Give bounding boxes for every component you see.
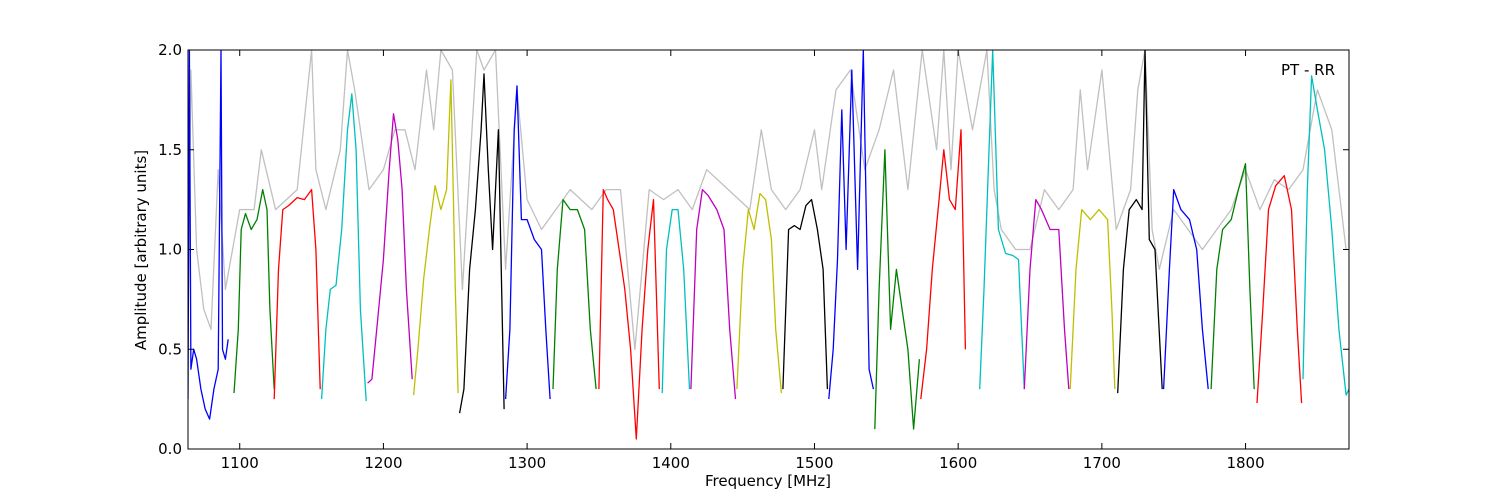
series-line: [233, 188, 275, 394]
series-line: [188, 50, 229, 420]
series-line: [1210, 163, 1255, 390]
x-tick-label: 1700: [1083, 454, 1121, 472]
x-tick-label: 1300: [508, 454, 546, 472]
series-line: [552, 198, 597, 390]
series-line: [273, 188, 321, 400]
series-line: [920, 129, 967, 400]
series-line: [661, 208, 691, 394]
series-line: [320, 93, 367, 402]
x-tick-label: 1100: [221, 454, 259, 472]
series-line: [504, 85, 551, 400]
y-tick-label: 2.0: [158, 41, 182, 59]
annotation: PT - RR: [1281, 61, 1335, 79]
series-line: [1162, 188, 1209, 390]
series-line: [188, 50, 1347, 350]
y-tick-label: 1.0: [158, 241, 182, 259]
series-line: [1302, 75, 1349, 396]
x-tick-label: 1200: [364, 454, 402, 472]
x-axis-label: Frequency [MHz]: [705, 472, 831, 490]
y-tick-label: 0.5: [158, 340, 182, 358]
y-axis-label: Amplitude [arbitrary units]: [132, 150, 150, 350]
series-line: [1069, 208, 1116, 390]
y-tick-label: 1.5: [158, 141, 182, 159]
series-line: [412, 79, 459, 396]
series-line: [598, 188, 660, 440]
series-line: [828, 50, 875, 400]
x-tick-label: 1600: [939, 454, 977, 472]
series-line: [782, 198, 829, 390]
series-line: [979, 50, 1025, 390]
series-line: [1117, 50, 1163, 394]
plot-frame: [187, 49, 1350, 450]
series-line: [1256, 175, 1303, 404]
x-tick-label: 1400: [652, 454, 690, 472]
series-line: [874, 149, 921, 430]
series-line: [736, 192, 783, 394]
series-line: [367, 113, 413, 384]
x-tick-label: 1800: [1226, 454, 1264, 472]
x-tick-label: 1500: [795, 454, 833, 472]
series-line: [458, 73, 505, 414]
series-line: [1023, 198, 1070, 390]
plot-area: [188, 50, 1349, 440]
series-line: [690, 188, 737, 400]
y-tick-label: 0.0: [158, 440, 182, 458]
